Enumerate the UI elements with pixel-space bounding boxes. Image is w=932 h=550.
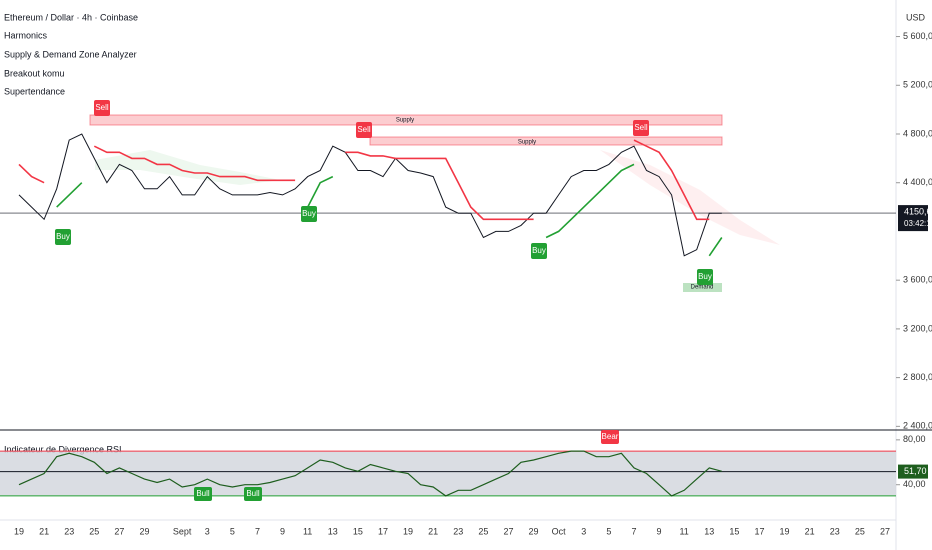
x-tick-label: 3: [581, 526, 586, 536]
currency: USD: [906, 12, 926, 22]
x-tick-label: 11: [679, 526, 688, 536]
last-price-label: 4150,60: [904, 206, 932, 216]
signal-label: Sell: [95, 103, 109, 112]
signal-box: [697, 269, 713, 285]
y-tick-label: 4 400,00: [903, 177, 932, 187]
y-tick-label: 80,00: [903, 434, 926, 444]
x-tick-label: 9: [657, 526, 662, 536]
signal-box: [301, 206, 317, 222]
signal-box: [356, 122, 372, 138]
cloud: [600, 150, 780, 245]
x-tick-label: 25: [478, 526, 488, 536]
rsi-signal-label: Bull: [196, 489, 210, 498]
supertrend-line: [56, 163, 723, 257]
x-tick-label: 19: [780, 526, 790, 536]
signal-box: [633, 120, 649, 136]
x-tick-label: 23: [64, 526, 74, 536]
y-tick-label: 3 200,00: [903, 323, 932, 333]
x-tick-label: 27: [503, 526, 513, 536]
signal-label: Buy: [698, 272, 712, 281]
rsi-last-box: [898, 464, 928, 479]
y-tick-label: 5 600,00: [903, 31, 932, 41]
x-tick-label: 27: [114, 526, 124, 536]
zone-label: Supply: [518, 140, 536, 146]
x-tick-label: 23: [830, 526, 840, 536]
signal-label: Sell: [357, 125, 371, 134]
y-tick-label: 4 800,00: [903, 128, 932, 138]
rsi-signal-box: [601, 430, 619, 444]
x-tick-label: 5: [606, 526, 611, 536]
rsi-signal-label: Bear: [602, 432, 619, 441]
symbol-title: Ethereum / Dollar · 4h · Coinbase: [4, 12, 138, 22]
indicator-name: Supply & Demand Zone Analyzer: [4, 49, 137, 59]
x-tick-label: 25: [855, 526, 865, 536]
x-tick-label: 11: [303, 526, 312, 536]
rsi-line: [18, 450, 722, 497]
supertrend-line: [18, 139, 710, 221]
supply-zone: [89, 114, 723, 126]
countdown: 03:42:19: [904, 219, 932, 228]
last-price-box: [898, 205, 928, 232]
x-tick-label: 7: [255, 526, 260, 536]
x-tick-label: 3: [205, 526, 210, 536]
x-tick-label: 21: [39, 526, 49, 536]
rsi-band: [0, 451, 896, 496]
x-tick-label: Sept: [173, 526, 192, 536]
x-tick-label: 19: [14, 526, 24, 536]
x-tick-label: 17: [754, 526, 764, 536]
x-tick-label: 9: [280, 526, 285, 536]
x-tick-label: 15: [353, 526, 363, 536]
signal-label: Sell: [634, 123, 648, 132]
rsi-signal-box: [194, 487, 212, 501]
y-tick-label: 40,00: [903, 479, 926, 489]
x-tick-label: Oct: [552, 526, 567, 536]
rsi-title: Indicateur de Divergence RSI: [4, 444, 122, 454]
price-line: [18, 133, 722, 257]
x-tick-label: 27: [880, 526, 890, 536]
signal-box: [94, 100, 110, 116]
rsi-signal-label: Bull: [246, 489, 260, 498]
x-tick-label: 17: [378, 526, 388, 536]
x-tick-label: 29: [529, 526, 539, 536]
x-tick-label: 21: [805, 526, 815, 536]
x-tick-label: 25: [89, 526, 99, 536]
x-tick-label: 19: [403, 526, 413, 536]
supply-zone: [369, 136, 723, 146]
x-tick-label: 29: [139, 526, 149, 536]
indicator-name: Supertendance: [4, 86, 65, 96]
zone-label: Supply: [396, 118, 414, 124]
zone-label: Demand: [691, 285, 714, 291]
y-tick-label: 5 200,00: [903, 80, 932, 90]
x-tick-label: 23: [453, 526, 463, 536]
signal-box: [55, 229, 71, 245]
x-tick-label: 21: [428, 526, 438, 536]
x-tick-label: 7: [631, 526, 636, 536]
x-tick-label: 15: [729, 526, 739, 536]
signal-label: Buy: [302, 209, 316, 218]
demand-zone: [683, 283, 722, 292]
indicator-name: Breakout komu: [4, 68, 65, 78]
rsi-signal-box: [244, 487, 262, 501]
y-tick-label: 2 800,00: [903, 372, 932, 382]
rsi-last-label: 51,70: [904, 466, 927, 476]
x-tick-label: 13: [328, 526, 338, 536]
signal-label: Buy: [532, 246, 546, 255]
indicator-name: Harmonics: [4, 30, 48, 40]
x-tick-label: 13: [704, 526, 714, 536]
y-tick-label: 3 600,00: [903, 275, 932, 285]
y-tick-label: 2 400,00: [903, 421, 932, 431]
signal-box: [531, 243, 547, 259]
signal-label: Buy: [56, 232, 70, 241]
header: Ethereum / Dollar · 4h · Coinbase Harmon…: [4, 12, 926, 454]
x-tick-label: 5: [230, 526, 235, 536]
